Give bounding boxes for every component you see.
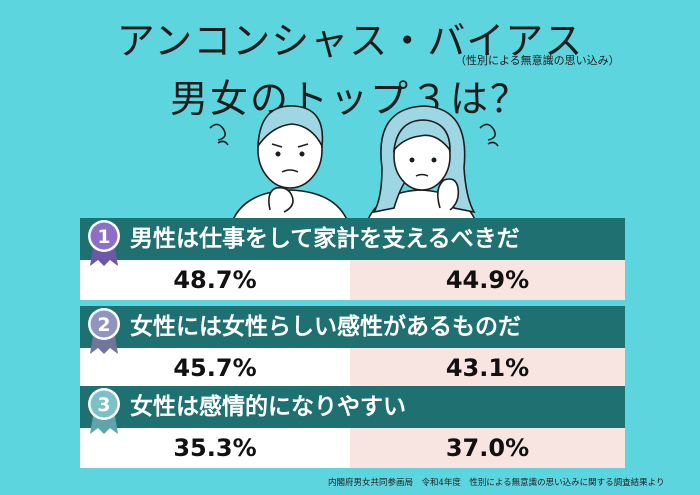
rank-2-header: 2 女性には女性らしい感性があるものだ (80, 306, 625, 354)
medal-3-number: 3 (97, 394, 110, 416)
medal-2-icon: 2 (88, 308, 120, 354)
rank-3-female-value: 37.0% (350, 428, 625, 468)
rank-3-male-value: 35.3% (80, 428, 350, 468)
medal-3-icon: 3 (88, 388, 120, 434)
rank-1-header: 1 男性は仕事をして家計を支えるべきだ (80, 218, 625, 266)
medal-2-number: 2 (97, 314, 110, 336)
thinking-people-illustration (209, 105, 499, 228)
page-question: 男女のトップ３は？ (169, 77, 530, 121)
rank-2-male-value: 45.7% (80, 348, 350, 388)
rank-1-text: 男性は仕事をして家計を支えるべきだ (130, 226, 520, 252)
rank-3-header: 3 女性は感情的になりやすい (80, 386, 625, 434)
rank-3-text: 女性は感情的になりやすい (130, 394, 406, 420)
rank-1-male-value: 48.7% (80, 260, 350, 300)
source-note: 内閣府男女共同参画局 令和4年度 性別による無意識の思い込みに関する調査結果より (328, 478, 665, 488)
rank-2-block: 2 女性には女性らしい感性があるものだ 45.7% 43.1% (80, 306, 625, 388)
medal-1-icon: 1 (88, 220, 120, 266)
rank-3-block: 3 女性は感情的になりやすい 35.3% 37.0% (80, 386, 625, 468)
page-subtitle: （性別による無意識の思い込み） (455, 54, 620, 67)
rank-2-text: 女性には女性らしい感性があるものだ (130, 314, 521, 340)
page-title: アンコンシャス・バイアス (116, 19, 584, 63)
rank-1-female-value: 44.9% (350, 260, 625, 300)
rank-1-block: 1 男性は仕事をして家計を支えるべきだ 48.7% 44.9% (80, 218, 625, 300)
medal-1-number: 1 (97, 226, 110, 248)
rank-2-female-value: 43.1% (350, 348, 625, 388)
